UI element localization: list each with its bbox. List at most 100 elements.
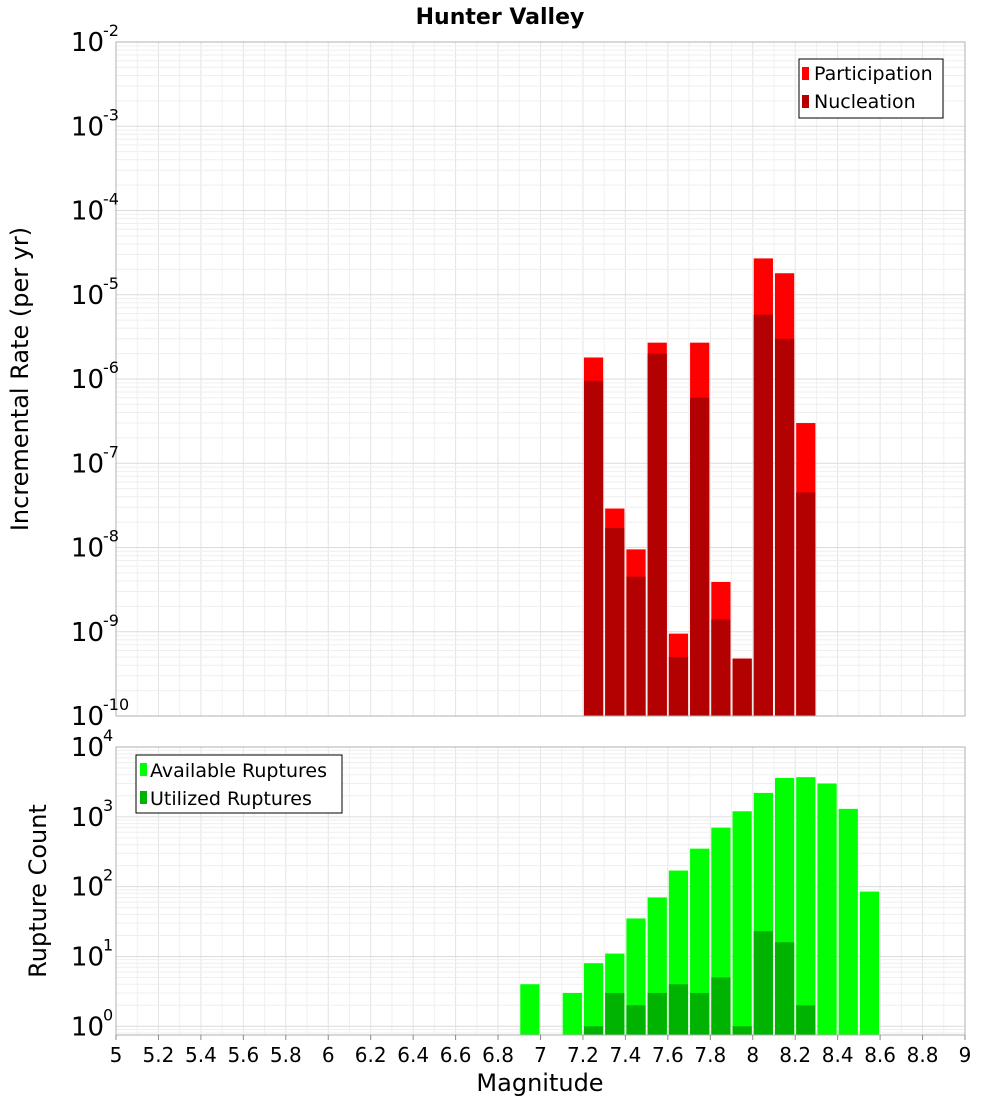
bar-nucleation [605, 528, 625, 716]
bar-nucleation [647, 353, 667, 716]
bottom-y-tick-exponent: 2 [103, 866, 113, 885]
top-y-tick-exponent: -2 [103, 21, 119, 40]
x-tick-label: 5.6 [227, 1043, 259, 1067]
bar-available-ruptures [583, 963, 604, 1035]
top-y-tick-label: 10 -6 [71, 358, 119, 395]
bar-utilized-ruptures [753, 931, 773, 1035]
bottom-y-tick-base: 10 [71, 1012, 104, 1042]
x-tick-label: 5.2 [143, 1043, 175, 1067]
top-y-tick-label: 10 -7 [71, 442, 119, 479]
bar-utilized-ruptures [647, 992, 667, 1035]
top-y-tick-exponent: -4 [103, 190, 119, 209]
bottom-y-tick-exponent: 3 [103, 796, 113, 815]
x-tick-label: 5.8 [270, 1043, 302, 1067]
x-tick-label: 7.6 [652, 1043, 684, 1067]
x-tick-label: 8 [746, 1043, 759, 1067]
bar-utilized-ruptures [626, 1005, 646, 1035]
bar-utilized-ruptures [605, 992, 625, 1035]
bottom-y-tick-base: 10 [71, 733, 104, 763]
top-y-tick-exponent: -5 [103, 274, 119, 293]
top-panel: 10-210-310-410-510-610-710-810-910-10 In… [6, 21, 966, 732]
bar-available-ruptures [838, 808, 858, 1035]
x-tick-label: 8.8 [907, 1043, 939, 1067]
top-y-tick-exponent: -8 [103, 527, 119, 546]
x-tick-label: 6.4 [397, 1043, 429, 1067]
top-y-tick-base: 10 [71, 365, 104, 395]
top-y-tick-exponent: -9 [103, 611, 119, 630]
bar-utilized-ruptures [690, 992, 710, 1035]
top-y-tick-exponent: -6 [103, 358, 119, 377]
bar-utilized-ruptures [732, 1026, 752, 1035]
bar-available-ruptures [796, 777, 816, 1035]
bar-available-ruptures [732, 811, 752, 1035]
bar-utilized-ruptures [583, 1026, 604, 1035]
bottom-y-tick-label: 10 4 [71, 726, 113, 763]
legend-label-nucleation: Nucleation [814, 91, 916, 113]
top-y-tick-exponent: -10 [103, 695, 129, 714]
bottom-y-axis-label: Rupture Count [24, 804, 52, 978]
top-y-tick-base: 10 [71, 28, 104, 58]
top-y-tick-base: 10 [71, 197, 104, 227]
top-plot-frame [115, 41, 966, 717]
bar-nucleation [711, 619, 731, 716]
bottom-y-tick-base: 10 [71, 942, 104, 972]
bar-utilized-ruptures [796, 1005, 816, 1035]
bottom-bars [520, 777, 880, 1035]
x-tick-label: 5 [110, 1043, 123, 1067]
top-y-tick-exponent: -3 [103, 105, 119, 124]
x-axis-label: Magnitude [476, 1069, 603, 1097]
top-y-tick-base: 10 [71, 281, 104, 311]
bottom-y-tick-base: 10 [71, 873, 104, 903]
top-y-tick-label: 10 -5 [71, 274, 119, 311]
x-tick-label: 6.8 [482, 1043, 514, 1067]
x-tick-label: 6.2 [355, 1043, 387, 1067]
top-legend-box [798, 58, 944, 119]
bottom-y-tick-label: 10 3 [71, 796, 113, 833]
x-tick-label: 5.4 [185, 1043, 217, 1067]
top-y-tick-label: 10 -4 [71, 190, 119, 227]
bar-nucleation [690, 397, 710, 716]
bottom-y-tick-label: 10 0 [71, 1005, 113, 1042]
bar-nucleation [626, 576, 646, 716]
x-tick-label: 7 [534, 1043, 547, 1067]
top-y-tick-base: 10 [71, 618, 104, 648]
top-y-ticks: 10-210-310-410-510-610-710-810-910-10 [71, 21, 129, 732]
bottom-y-tick-label: 10 1 [71, 935, 113, 972]
legend-swatch-nucleation [802, 95, 809, 108]
bar-utilized-ruptures [668, 984, 689, 1035]
x-ticks: 5 5.2 5.4 5.6 5.8 6 6.2 6.4 6.6 6.8 7 7.2 7.4 7.6 7.8 8… [110, 1035, 972, 1067]
top-y-tick-label: 10 -9 [71, 611, 119, 648]
bar-utilized-ruptures [711, 977, 731, 1035]
top-y-tick-base: 10 [71, 449, 104, 479]
bar-nucleation [668, 657, 689, 716]
top-y-tick-base: 10 [71, 702, 104, 732]
bottom-y-tick-label: 10 2 [71, 866, 113, 903]
x-tick-label: 9 [959, 1043, 972, 1067]
bar-available-ruptures [859, 891, 880, 1035]
bar-available-ruptures [690, 848, 710, 1035]
bar-nucleation [774, 338, 795, 716]
top-y-tick-label: 10 -10 [71, 695, 129, 732]
top-y-tick-label: 10 -3 [71, 105, 119, 142]
x-tick-label: 7.4 [609, 1043, 641, 1067]
bottom-y-tick-exponent: 1 [103, 935, 113, 954]
legend-swatch-utilized [140, 791, 147, 804]
bar-nucleation [732, 658, 752, 716]
bar-available-ruptures [562, 992, 582, 1035]
bar-available-ruptures [520, 984, 540, 1035]
chart-title: Hunter Valley [416, 5, 585, 30]
legend-label-participation: Participation [814, 63, 933, 85]
legend-swatch-available [140, 763, 147, 776]
bottom-legend: Available Ruptures Utilized Ruptures [135, 754, 343, 814]
bar-nucleation [583, 380, 604, 716]
bottom-legend-box [135, 754, 343, 814]
legend-label-available: Available Ruptures [150, 760, 327, 782]
bar-nucleation [796, 492, 816, 716]
x-tick-label: 7.8 [694, 1043, 726, 1067]
bottom-y-tick-base: 10 [71, 803, 104, 833]
x-tick-label: 6 [322, 1043, 335, 1067]
x-tick-label: 7.2 [567, 1043, 599, 1067]
x-tick-label: 8.6 [864, 1043, 896, 1067]
